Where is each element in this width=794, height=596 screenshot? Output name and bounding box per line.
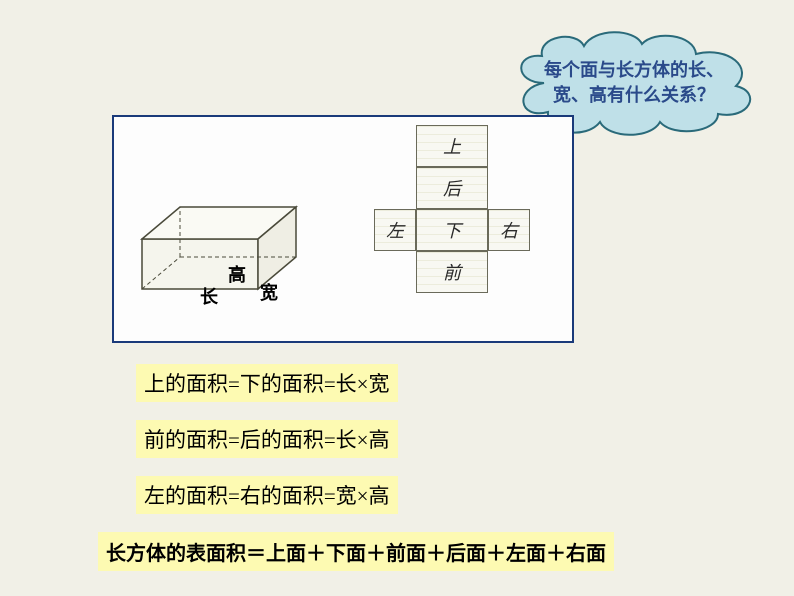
cell-back: 后 [416,167,488,209]
cloud-line2: 宽、高有什么关系？ [504,83,764,108]
cell-back-label: 后 [443,175,461,201]
cell-right: 右 [488,209,530,251]
formula-block: 上的面积=下的面积=长×宽 前的面积=后的面积=长×高 左的面积=右的面积=宽×… [136,364,676,566]
unfold-net: 上 后 左 下 右 前 [344,125,559,335]
cell-left: 左 [374,209,416,251]
cell-bottom: 下 [416,209,488,251]
diagram-frame: 高 宽 长 上 后 左 下 右 前 [112,115,574,343]
cell-top-label: 上 [443,133,461,159]
cell-top: 上 [416,125,488,167]
label-length: 长 [200,283,218,309]
formula-2: 前的面积=后的面积=长×高 [136,420,398,458]
cell-left-label: 左 [386,217,404,243]
cloud-line1: 每个面与长方体的长、 [504,58,764,83]
cell-front: 前 [416,251,488,293]
label-width: 宽 [260,279,278,305]
cell-bottom-label: 下 [443,217,461,243]
cell-right-label: 右 [500,217,518,243]
cloud-text: 每个面与长方体的长、 宽、高有什么关系？ [504,58,764,108]
cuboid-3d: 高 宽 长 [142,203,312,313]
formula-summary: 长方体的表面积＝上面＋下面＋前面＋后面＋左面＋右面 [98,532,614,571]
formula-3: 左的面积=右的面积=宽×高 [136,476,398,514]
formula-1: 上的面积=下的面积=长×宽 [136,364,398,402]
label-height: 高 [228,261,246,287]
cell-front-label: 前 [443,259,461,285]
